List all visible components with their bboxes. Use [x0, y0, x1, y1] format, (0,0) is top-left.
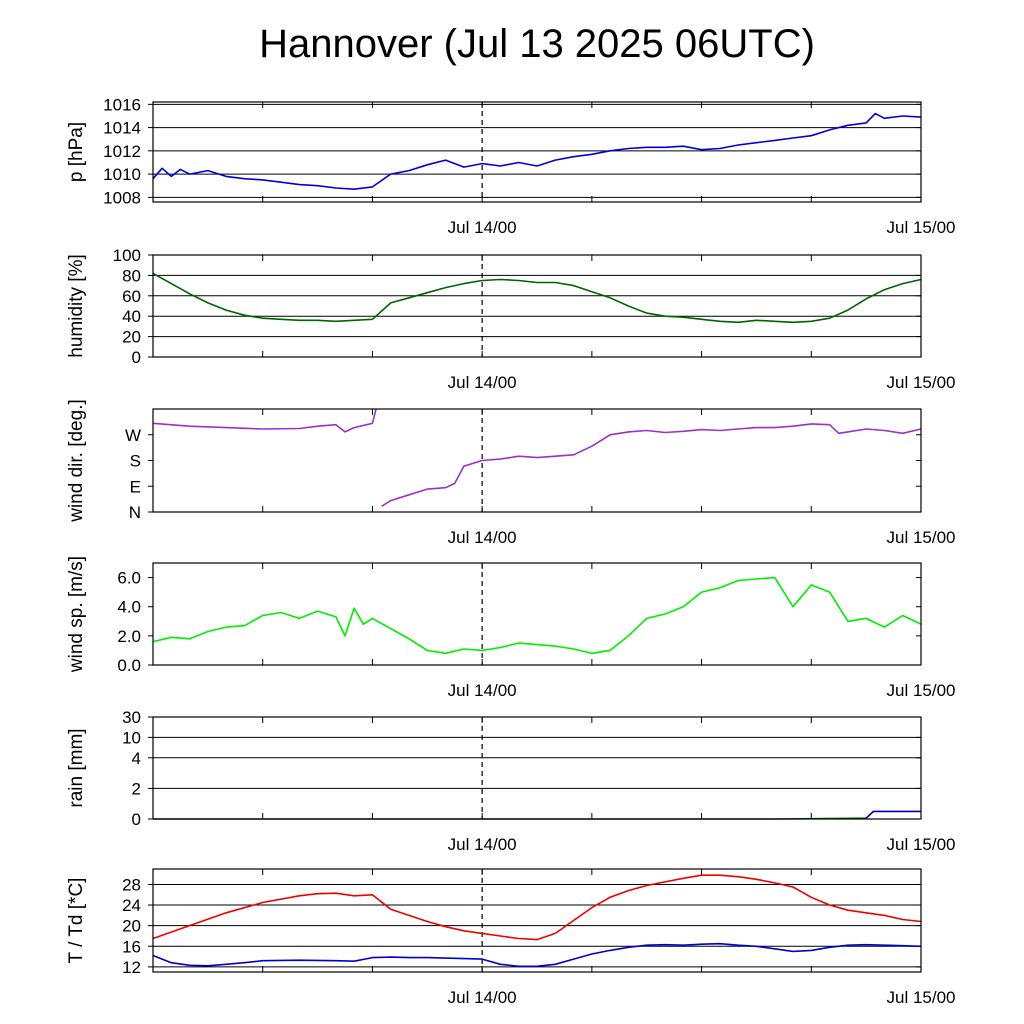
y-axis-label: wind dir. [deg.] — [66, 399, 87, 523]
y-tick-label: 1008 — [103, 188, 141, 207]
y-tick-label: 20 — [122, 917, 141, 936]
y-tick-label: 16 — [122, 937, 141, 956]
y-axis-label: wind sp. [m/s] — [66, 556, 87, 673]
series-line — [381, 423, 922, 507]
y-tick-label: S — [130, 452, 141, 471]
plot-frame — [152, 562, 922, 666]
x-tick-label: Jul 14/00 — [448, 835, 517, 854]
y-tick-label: W — [125, 426, 141, 445]
series-line — [152, 576, 922, 655]
plot-frame — [152, 101, 922, 203]
y-tick-label: 1012 — [103, 142, 141, 161]
series-line — [152, 272, 922, 324]
y-tick-label: 30 — [122, 708, 141, 727]
y-tick-label: 24 — [122, 896, 141, 915]
x-tick-label: Jul 15/00 — [887, 373, 956, 392]
series-line — [152, 408, 377, 433]
series-line — [152, 942, 922, 968]
x-tick-label: Jul 15/00 — [887, 218, 956, 237]
x-tick-label: Jul 15/00 — [887, 988, 956, 1007]
plot-frame — [152, 254, 922, 358]
y-tick-label: 1016 — [103, 95, 141, 114]
y-tick-label: 100 — [113, 246, 141, 265]
y-axis-label: p [hPa] — [66, 122, 87, 182]
plot-frame — [152, 868, 922, 973]
y-tick-label: 10 — [122, 728, 141, 747]
y-tick-label: 2 — [132, 779, 141, 798]
x-tick-label: Jul 15/00 — [887, 528, 956, 547]
y-tick-label: 0 — [132, 348, 141, 367]
x-tick-label: Jul 14/00 — [448, 681, 517, 700]
y-tick-label: 28 — [122, 875, 141, 894]
y-tick-label: 40 — [122, 307, 141, 326]
series-line — [865, 810, 921, 819]
y-tick-label: 0.0 — [117, 656, 141, 675]
x-tick-label: Jul 14/00 — [448, 218, 517, 237]
x-tick-label: Jul 15/00 — [887, 681, 956, 700]
plot-frame — [152, 408, 922, 513]
x-tick-label: Jul 15/00 — [887, 835, 956, 854]
plot-frame — [152, 716, 922, 820]
chart-title: Hannover (Jul 13 2025 06UTC) — [259, 22, 815, 66]
y-tick-label: 4 — [132, 749, 141, 768]
y-tick-label: 4.0 — [117, 598, 141, 617]
y-axis-label: T / Td [*C] — [66, 878, 87, 964]
y-tick-label: 80 — [122, 266, 141, 285]
x-tick-label: Jul 14/00 — [448, 373, 517, 392]
y-tick-label: 1014 — [103, 119, 141, 138]
series-line — [152, 874, 922, 941]
y-tick-label: N — [129, 503, 141, 522]
y-tick-label: E — [130, 477, 141, 496]
x-tick-label: Jul 14/00 — [448, 988, 517, 1007]
y-tick-label: 20 — [122, 328, 141, 347]
y-tick-label: 1010 — [103, 165, 141, 184]
y-axis-label: rain [mm] — [66, 728, 87, 807]
y-tick-label: 12 — [122, 958, 141, 977]
y-tick-label: 6.0 — [117, 569, 141, 588]
y-tick-label: 0 — [132, 810, 141, 829]
y-tick-label: 2.0 — [117, 627, 141, 646]
y-axis-label: humidity [%] — [66, 254, 87, 357]
series-line — [152, 112, 922, 190]
x-tick-label: Jul 14/00 — [448, 528, 517, 547]
y-tick-label: 60 — [122, 287, 141, 306]
